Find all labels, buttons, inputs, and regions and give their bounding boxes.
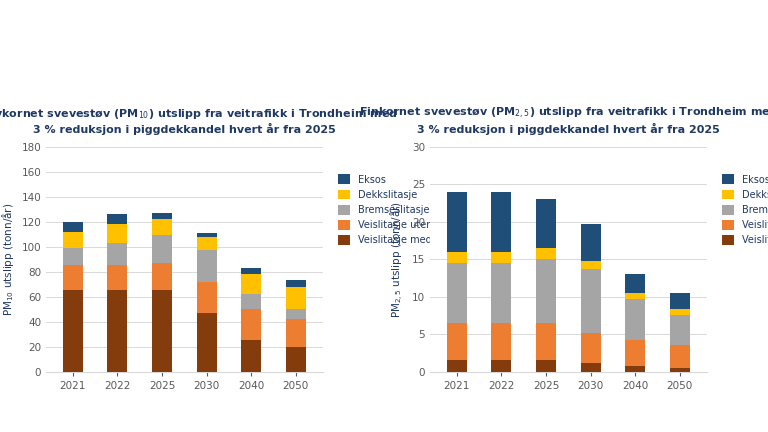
Bar [152, 235, 172, 263]
Bar [581, 362, 601, 372]
Legend: Eksos, Dekkslitasje, Bremseslitasje, Veislitasje uten piggdekk, Veislitasje med : Eksos, Dekkslitasje, Bremseslitasje, Vei… [723, 175, 768, 245]
Bar [625, 366, 645, 372]
Bar [286, 309, 306, 319]
Bar [241, 340, 261, 372]
Bar [536, 248, 556, 259]
Bar [670, 309, 690, 315]
Bar [152, 213, 172, 219]
Bar [108, 224, 127, 243]
Bar [152, 290, 172, 372]
Bar [108, 265, 127, 290]
Bar [536, 360, 556, 372]
Bar [63, 222, 83, 232]
Bar [241, 274, 261, 294]
Bar [625, 274, 645, 293]
Bar [286, 346, 306, 372]
Bar [670, 368, 690, 372]
Bar [447, 360, 467, 372]
Bar [581, 333, 601, 362]
Bar [197, 282, 217, 313]
Bar [492, 323, 511, 360]
Bar [197, 233, 217, 237]
Bar [536, 259, 556, 323]
Y-axis label: PM$_{10}$ utslipp (tonn/år): PM$_{10}$ utslipp (tonn/år) [0, 203, 16, 316]
Title: Grovkornet svevestøv (PM$_{10}$) utslipp fra veitrafikk i Trondheim med
3 % redu: Grovkornet svevestøv (PM$_{10}$) utslipp… [0, 107, 397, 135]
Bar [286, 319, 306, 346]
Legend: Eksos, Dekkslitasje, Bremseslitasje, Veislitasje uten piggdekk, Veislitasje med : Eksos, Dekkslitasje, Bremseslitasje, Vei… [339, 175, 480, 245]
Bar [108, 290, 127, 372]
Bar [63, 290, 83, 372]
Bar [536, 199, 556, 248]
Bar [63, 265, 83, 290]
Bar [197, 251, 217, 282]
Bar [670, 315, 690, 345]
Bar [197, 313, 217, 372]
Bar [447, 323, 467, 360]
Bar [581, 261, 601, 269]
Bar [492, 252, 511, 263]
Bar [581, 224, 601, 261]
Bar [670, 293, 690, 309]
Bar [536, 323, 556, 360]
Bar [108, 243, 127, 265]
Bar [63, 248, 83, 265]
Bar [670, 345, 690, 368]
Bar [197, 237, 217, 251]
Bar [108, 214, 127, 224]
Bar [241, 294, 261, 309]
Bar [447, 252, 467, 263]
Bar [152, 219, 172, 235]
Y-axis label: PM$_{2,5}$ utslipp (tonn/år): PM$_{2,5}$ utslipp (tonn/år) [389, 201, 406, 318]
Bar [581, 269, 601, 333]
Title: Finkornet svevestøv (PM$_{2,5}$) utslipp fra veitrafikk i Trondheim med
3 % redu: Finkornet svevestøv (PM$_{2,5}$) utslipp… [359, 106, 768, 135]
Bar [492, 360, 511, 372]
Bar [286, 280, 306, 287]
Bar [447, 192, 467, 252]
Bar [625, 293, 645, 299]
Bar [286, 287, 306, 309]
Bar [625, 299, 645, 340]
Bar [625, 340, 645, 366]
Bar [447, 263, 467, 323]
Bar [241, 309, 261, 340]
Bar [492, 263, 511, 323]
Bar [241, 268, 261, 274]
Bar [63, 232, 83, 248]
Bar [152, 263, 172, 290]
Bar [492, 192, 511, 252]
